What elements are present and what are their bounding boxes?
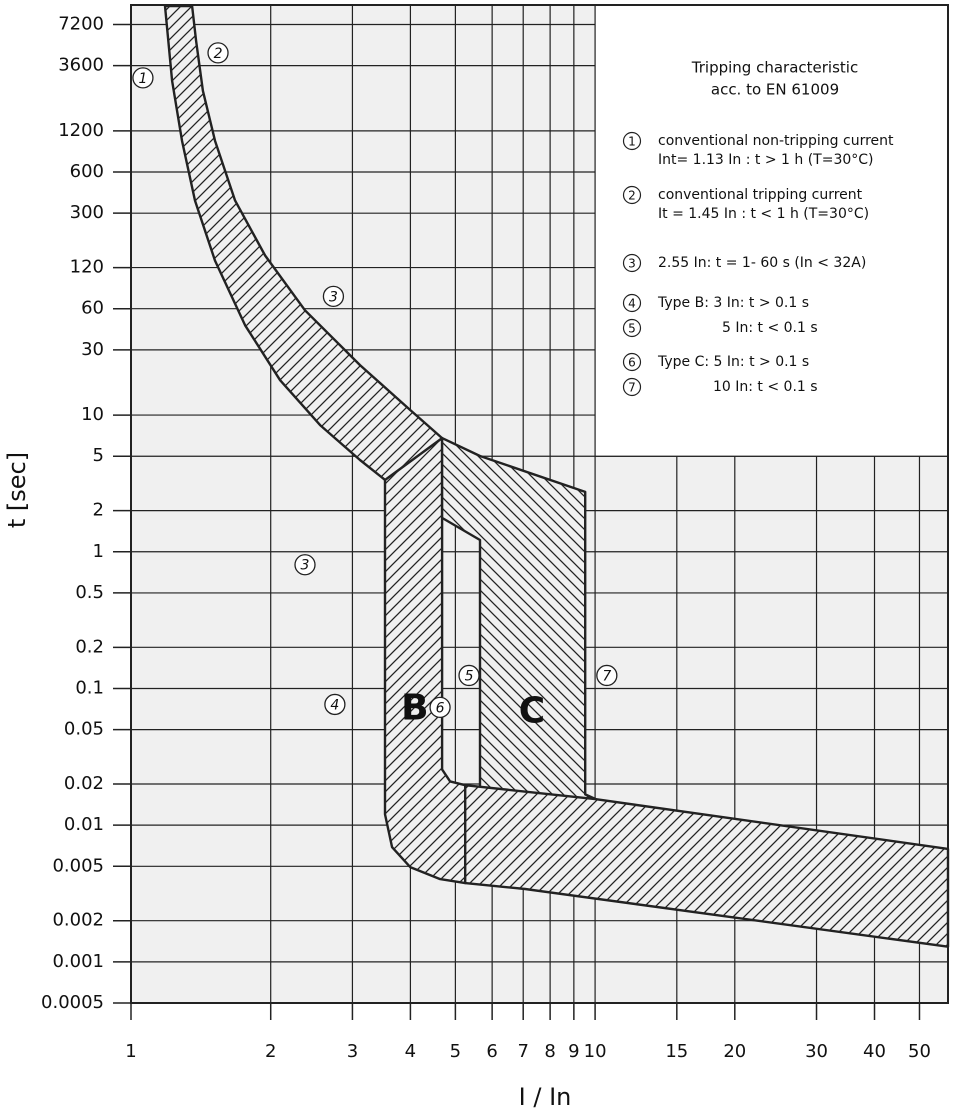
annotation: 6 — [436, 700, 445, 716]
legend-marker-circle — [622, 352, 642, 372]
x-tick-label: 5 — [450, 1041, 461, 1062]
annotation: 5 — [465, 668, 474, 684]
annotation: 3 — [329, 289, 338, 305]
y-tick-label: 300 — [70, 202, 104, 223]
annotation: 3 — [301, 558, 310, 574]
legend-title: acc. to EN 61009 — [711, 81, 839, 99]
annotation-circle — [132, 67, 154, 89]
x-tick-label: 1 — [125, 1041, 136, 1062]
x-tick-label: 8 — [544, 1041, 555, 1062]
legend-marker-circle — [622, 318, 642, 338]
legend-title: Tripping characteristic — [691, 59, 858, 77]
y-tick-label: 1200 — [58, 120, 104, 141]
legend-marker-circle — [622, 131, 642, 151]
legend-text: 10 In: t < 0.1 s — [713, 379, 818, 395]
x-tick-label: 15 — [665, 1041, 688, 1062]
y-tick-label: 0.001 — [52, 951, 104, 972]
x-tick-label: 40 — [863, 1041, 886, 1062]
legend-text: Type C: 5 In: t > 0.1 s — [657, 354, 809, 370]
plot: 7200360012006003001206030105210.50.20.10… — [41, 4, 950, 1062]
plot-frame — [130, 4, 949, 1004]
y-tick-label: 0.01 — [64, 814, 104, 835]
annotation-circle — [324, 693, 346, 716]
annotation: 1 — [138, 71, 147, 87]
y-tick-label: 0.02 — [64, 773, 104, 794]
x-tick-label: 3 — [347, 1041, 358, 1062]
y-axis-label: t [sec] — [3, 452, 31, 528]
x-tick-label: 4 — [405, 1041, 416, 1062]
x-tick-label: 7 — [517, 1041, 528, 1062]
x-tick-label: 2 — [265, 1041, 276, 1062]
y-tick-label: 7200 — [58, 14, 104, 35]
annotation: 2 — [214, 46, 223, 62]
y-tick-label: 2 — [93, 500, 104, 521]
x-tick-label: 9 — [568, 1041, 579, 1062]
legend-box — [594, 4, 949, 457]
legend-text: Type B: 3 In: t > 0.1 s — [657, 295, 809, 311]
legend-marker-circle — [622, 185, 642, 205]
legend-text: conventional non-tripping current — [658, 133, 894, 149]
annotation-circle — [322, 285, 345, 307]
legend-marker: 6 — [628, 356, 636, 370]
y-tick-label: 0.005 — [52, 855, 104, 876]
x-tick-label: 30 — [805, 1041, 828, 1062]
y-tick-label: 0.05 — [64, 719, 104, 740]
legend-text: It = 1.45 In : t < 1 h (T=30°C) — [658, 206, 869, 222]
y-tick-label: 0.1 — [75, 677, 104, 698]
legend-marker: 7 — [628, 381, 636, 395]
y-tick-label: 0.002 — [52, 910, 104, 931]
y-tick-label: 1 — [93, 541, 104, 562]
y-tick-label: 30 — [81, 339, 104, 360]
legend-marker-circle — [622, 253, 642, 273]
y-tick-label: 0.2 — [75, 636, 104, 657]
y-tick-label: 0.0005 — [41, 992, 104, 1013]
legend-marker-circle — [622, 293, 642, 313]
legend-text: 5 In: t < 0.1 s — [722, 320, 818, 336]
annotation: B — [401, 687, 428, 728]
x-tick-label: 20 — [723, 1041, 746, 1062]
x-tick-label: 50 — [908, 1041, 931, 1062]
annotation-circle — [207, 42, 229, 64]
y-tick-label: 60 — [81, 298, 104, 319]
annotation: C — [519, 690, 545, 731]
x-tick-label: 10 — [584, 1041, 607, 1062]
y-tick-label: 120 — [70, 257, 104, 278]
legend-marker: 5 — [628, 322, 636, 336]
x-axis-label: I / In — [519, 1083, 572, 1111]
annotation: 7 — [602, 668, 611, 684]
legend-marker: 1 — [628, 135, 636, 149]
legend-marker: 4 — [628, 297, 636, 311]
legend-marker-circle — [622, 377, 642, 397]
annotation-circle — [596, 664, 618, 687]
y-tick-label: 0.5 — [75, 582, 104, 603]
annotation-circle — [429, 696, 451, 719]
y-tick-label: 5 — [93, 445, 104, 466]
annotation-circle — [294, 554, 316, 576]
annotation: 4 — [330, 697, 339, 713]
legend-text: 2.55 In: t = 1- 60 s (In < 32A) — [658, 255, 866, 271]
legend-text: Int= 1.13 In : t > 1 h (T=30°C) — [658, 152, 874, 168]
y-tick-label: 3600 — [58, 55, 104, 76]
legend-marker: 3 — [628, 257, 636, 271]
y-tick-label: 600 — [70, 161, 104, 182]
legend-text: conventional tripping current — [658, 187, 863, 203]
y-tick-label: 10 — [81, 404, 104, 425]
legend-marker: 2 — [628, 189, 636, 203]
annotation-circle — [458, 664, 480, 687]
x-tick-label: 6 — [486, 1041, 497, 1062]
